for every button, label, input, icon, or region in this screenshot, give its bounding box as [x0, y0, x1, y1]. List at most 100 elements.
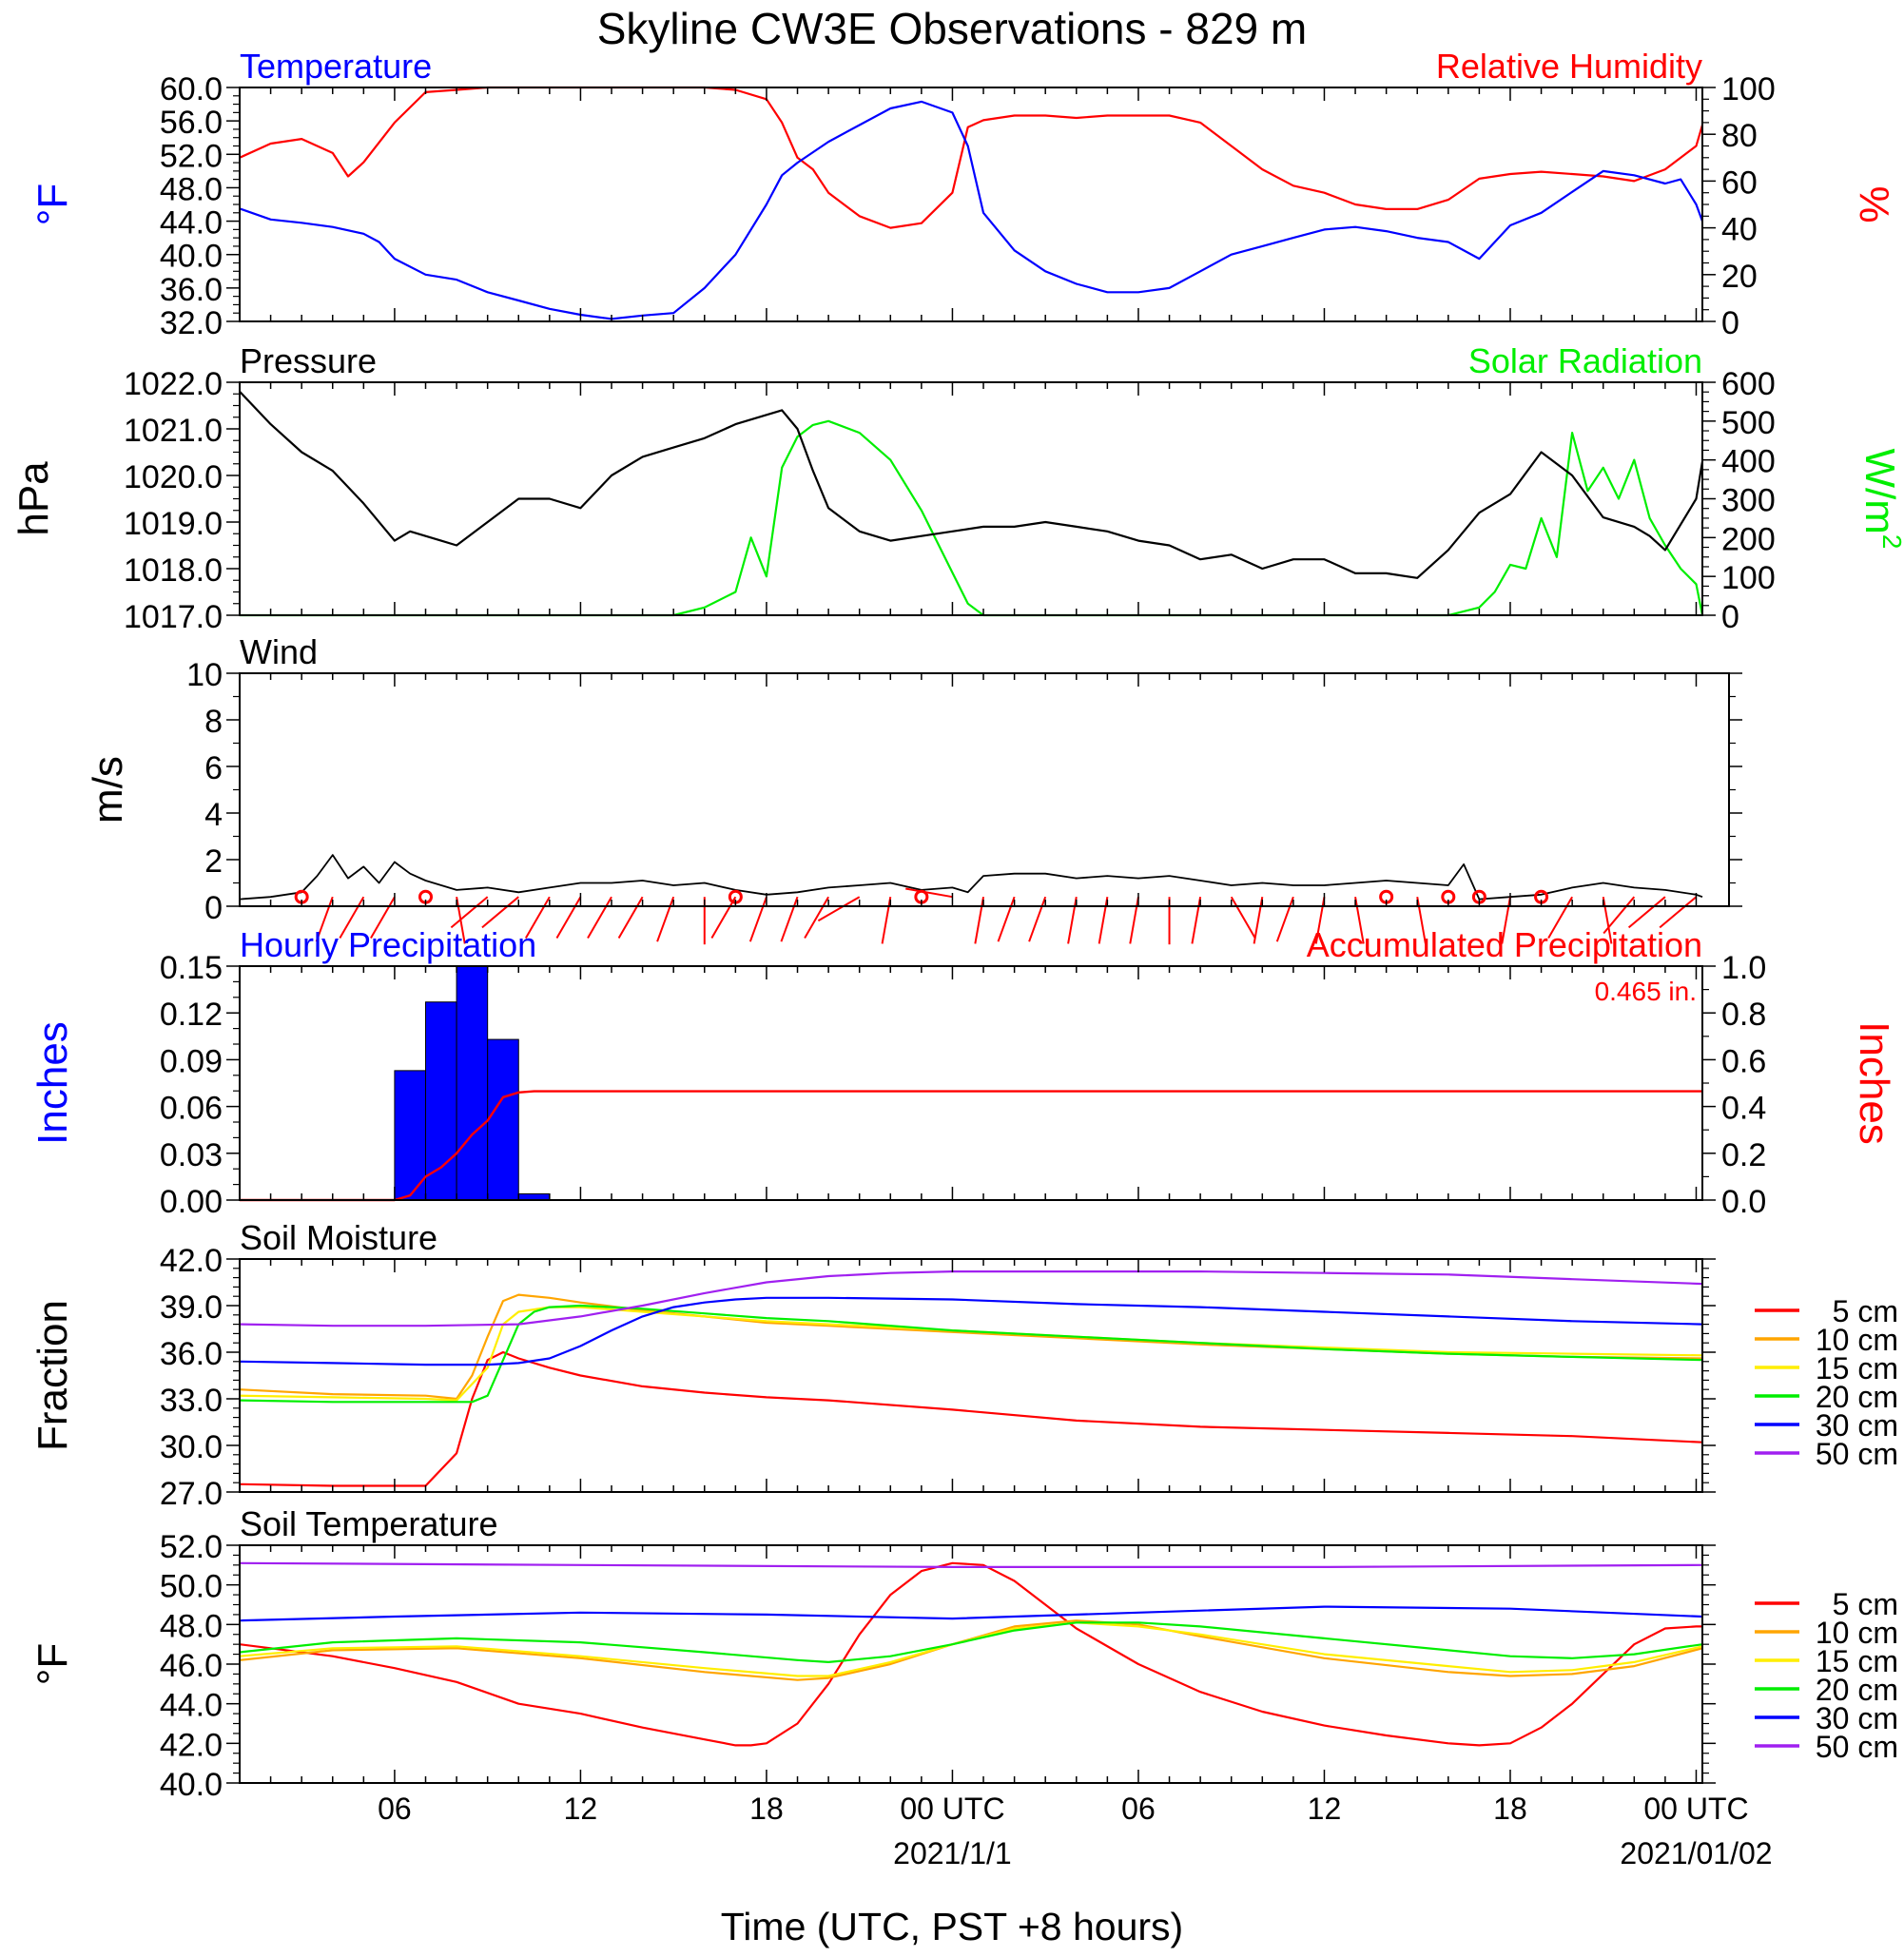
- temperature-title: Temperature: [240, 47, 432, 86]
- left-tick-label: 39.0: [160, 1289, 223, 1326]
- wind-barb: [315, 896, 334, 942]
- left-tick-label: 30.0: [160, 1429, 223, 1465]
- left-tick-label: 56.0: [160, 105, 223, 141]
- left-tick-label: 42.0: [160, 1727, 223, 1763]
- left-tick-label: 44.0: [160, 1688, 223, 1724]
- time-tick-label: 00 UTC: [1643, 1792, 1748, 1826]
- panel-wind: 0 2 4 6 8 10 Wind m/s: [85, 632, 1742, 945]
- wind-barb: [905, 887, 953, 899]
- legend-label: 50 cm: [1816, 1730, 1898, 1764]
- panel-precipitation: 0.00 0.03 0.06 0.09 0.12 0.15 0.0 0.2 0.4 0.6 0.8 1…: [29, 925, 1897, 1220]
- time-date-label: 2021/1/1: [893, 1836, 1012, 1870]
- left-tick-label: 60.0: [160, 71, 223, 107]
- right-tick-label: 60: [1721, 165, 1758, 201]
- temperature-unit: °F: [29, 184, 76, 225]
- time-tick-label: 12: [564, 1792, 598, 1826]
- right-tick-label: 0.8: [1721, 997, 1766, 1033]
- left-tick-label: 40.0: [160, 239, 223, 275]
- left-tick-label: 0.06: [160, 1091, 223, 1127]
- wind-barb: [656, 896, 675, 942]
- time-date-label: 2021/01/02: [1620, 1836, 1772, 1870]
- series-50-cm: [239, 1269, 1703, 1327]
- panel-frame: [239, 1258, 1703, 1493]
- solar-unit-base: W/m: [1856, 449, 1903, 534]
- wind-barb: [1191, 897, 1202, 944]
- left-tick-label: 1021.0: [124, 413, 223, 449]
- hourly-precip-bar: [425, 1001, 457, 1201]
- legend-label: 10 cm: [1816, 1323, 1898, 1357]
- x-axis-label: Time (UTC, PST +8 hours): [721, 1905, 1183, 1948]
- panel-soil-temperature: 40.0 42.044.0 46.0 48.050.0 52.0 Soil Tempera…: [29, 1504, 1898, 1803]
- left-tick-label: 0.15: [160, 950, 223, 986]
- solar-unit-exponent: 2: [1877, 534, 1904, 550]
- left-tick-label: 10: [186, 657, 223, 693]
- right-tick-label: 0.4: [1721, 1091, 1766, 1127]
- left-tick-label: 0.12: [160, 997, 223, 1033]
- accum-precip-total: 0.465 in.: [1595, 977, 1697, 1006]
- right-tick-label: 300: [1721, 483, 1776, 519]
- pressure-title: Pressure: [240, 341, 377, 380]
- hourly-precip-title: Hourly Precipitation: [240, 925, 536, 964]
- legend-label: 30 cm: [1816, 1408, 1898, 1443]
- left-tick-label: 52.0: [160, 1529, 223, 1565]
- left-tick-label: 44.0: [160, 205, 223, 242]
- legend-label: 5 cm: [1833, 1587, 1898, 1621]
- hourly-precip-unit: Inches: [29, 1021, 76, 1145]
- soil-temperature-title: Soil Temperature: [240, 1504, 497, 1543]
- right-tick-label: 200: [1721, 521, 1776, 557]
- legend-label: 30 cm: [1816, 1701, 1898, 1735]
- series-5-cm: [239, 1350, 1703, 1487]
- left-tick-label: 6: [204, 750, 223, 786]
- legend-label: 50 cm: [1816, 1437, 1898, 1471]
- soil-moisture-unit: Fraction: [29, 1300, 76, 1451]
- legend-label: 5 cm: [1833, 1294, 1898, 1328]
- wind-barb: [1098, 897, 1109, 944]
- right-tick-label: 0: [1721, 305, 1739, 341]
- hourly-precip-bar: [456, 965, 489, 1201]
- hourly-precip-bar: [394, 1070, 427, 1201]
- series-20-cm: [239, 1304, 1703, 1404]
- series-30-cm: [239, 1605, 1703, 1622]
- solar-title: Solar Radiation: [1468, 341, 1702, 380]
- right-tick-label: 0.0: [1721, 1184, 1766, 1220]
- wind-barb: [1659, 896, 1698, 929]
- wind-barb: [1354, 897, 1365, 944]
- panels-group: 32.036.040.044.048.052.056.060.002040608…: [10, 47, 1904, 1803]
- left-tick-label: 1018.0: [124, 552, 223, 589]
- left-tick-label: 42.0: [160, 1243, 223, 1279]
- wind-barb: [1275, 896, 1294, 942]
- wind-barb: [1028, 896, 1047, 942]
- legend-label: 10 cm: [1816, 1616, 1898, 1650]
- wind-title: Wind: [240, 632, 318, 671]
- time-tick-label: 18: [1493, 1792, 1527, 1826]
- wind-unit: m/s: [85, 756, 131, 823]
- right-tick-label: 80: [1721, 118, 1758, 154]
- wind-barb: [617, 896, 644, 940]
- panel-temperature-rh: 32.036.040.044.048.052.056.060.0 0 20 40 60 8…: [29, 47, 1897, 341]
- soil-temperature-unit: °F: [29, 1643, 76, 1685]
- solar-unit: W/m2: [1856, 449, 1904, 550]
- left-tick-label: 33.0: [160, 1383, 223, 1419]
- right-tick-label: 0.2: [1721, 1137, 1766, 1173]
- legend-label: 20 cm: [1816, 1380, 1898, 1414]
- wind-barb: [997, 896, 1016, 942]
- time-tick-label: 00 UTC: [900, 1792, 1004, 1826]
- time-axis: 06 12 18 00 UTC 2021/1/1 06 12 18 00 UTC 2021/01/…: [378, 1792, 1772, 1870]
- wind-barb: [1547, 896, 1574, 940]
- wind-barb: [974, 897, 985, 944]
- left-tick-label: 48.0: [160, 1608, 223, 1644]
- wind-barb: [450, 896, 489, 929]
- left-tick-label: 46.0: [160, 1648, 223, 1684]
- figure-title: Skyline CW3E Observations - 829 m: [597, 4, 1308, 53]
- wind-barb: [1627, 896, 1666, 929]
- wind-barb: [555, 896, 582, 940]
- left-tick-label: 32.0: [160, 305, 223, 341]
- left-tick-label: 0.03: [160, 1137, 223, 1173]
- left-tick-label: 36.0: [160, 272, 223, 308]
- left-tick-label: 1020.0: [124, 459, 223, 495]
- series-pressure: [239, 391, 1704, 579]
- pressure-unit: hPa: [10, 461, 57, 536]
- left-tick-label: 48.0: [160, 171, 223, 207]
- wind-barb: [481, 896, 519, 929]
